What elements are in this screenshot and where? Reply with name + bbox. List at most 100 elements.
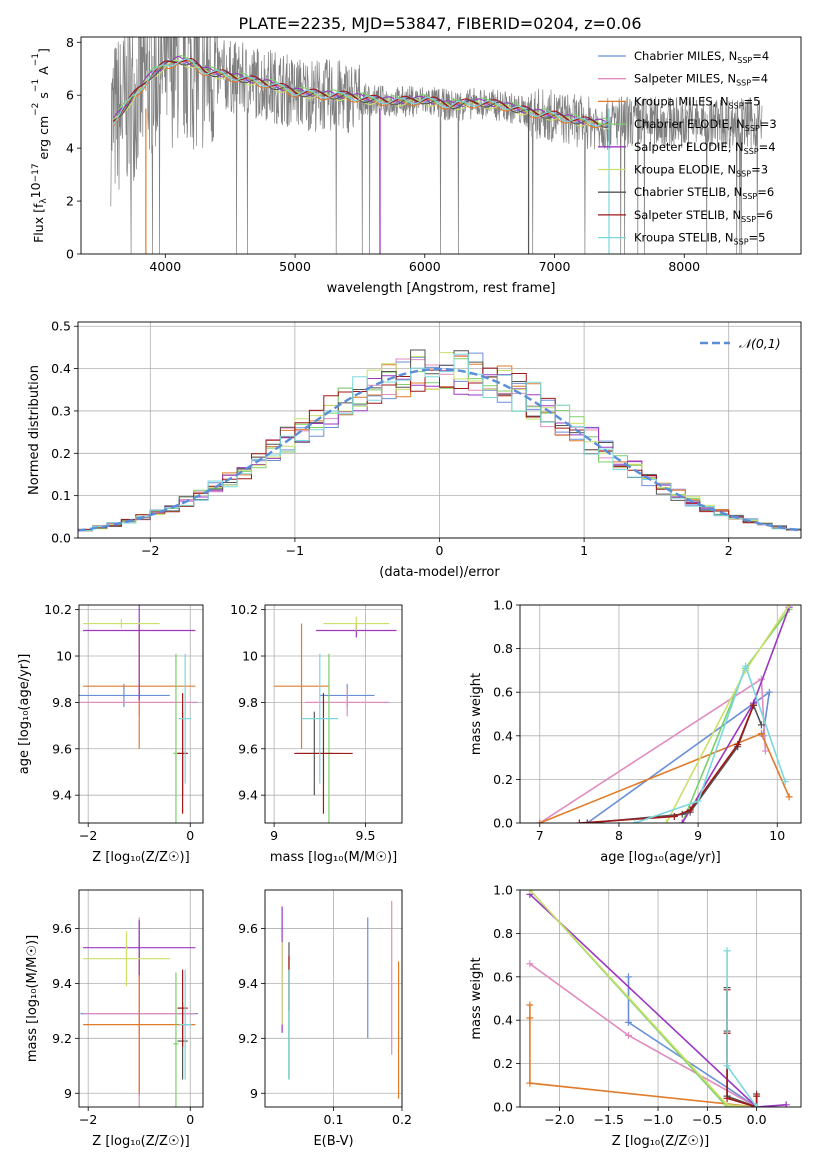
legend-nssp: =4: [752, 49, 769, 63]
plot-area: [79, 605, 198, 823]
y-tick-label: 0.4: [51, 361, 71, 376]
weight-marker: [734, 741, 742, 749]
y-tick-label: 4: [66, 141, 74, 156]
axes-frame: [80, 36, 802, 255]
weight-marker: [761, 747, 769, 755]
y-label-part: Flux [f: [31, 203, 46, 243]
plot-area: [78, 349, 801, 532]
weight-marker: [765, 688, 773, 696]
x-tick-label: 0: [186, 1112, 194, 1127]
x-tick-label: −0.5: [692, 1112, 722, 1127]
y-axis-label: mass [log₁₀(M/M☉)]: [25, 935, 40, 1062]
y-tick-label: 9: [64, 1086, 72, 1101]
weight-marker: [782, 1101, 790, 1107]
weight-marker: [536, 819, 544, 823]
x-tick-label: −1.0: [643, 1112, 673, 1127]
x-tick-label: 0: [436, 543, 444, 558]
y-tick-label: 8: [66, 35, 74, 50]
axes-frame: [78, 604, 204, 824]
x-axis-label: (data-model)/error: [379, 565, 500, 580]
legend-nssp: =6: [756, 208, 773, 222]
x-tick-label: 10: [769, 828, 785, 843]
weight-marker: [686, 806, 694, 814]
weight-series-3: [539, 732, 790, 823]
y-axis-label: Flux [fλ10−17 erg cm−2 s−1 A−1]: [28, 48, 51, 243]
x-tick-label: 0.0: [747, 1112, 767, 1127]
x-tick-label: −1: [286, 543, 304, 558]
weight-marker: [575, 819, 583, 823]
legend-subscript: SSP: [745, 124, 760, 133]
y-tick-label: 9.2: [52, 1031, 72, 1046]
y-label-part: λ: [39, 198, 49, 204]
legend-nssp: =5: [749, 231, 766, 245]
weight-marker: [694, 797, 702, 805]
plot-area: [526, 890, 790, 1107]
y-tick-label: 10.2: [230, 602, 258, 617]
x-axis-label: age [log₁₀(age/yr)]: [600, 850, 721, 865]
weight-marker: [662, 819, 670, 823]
legend-nssp: =5: [744, 94, 761, 108]
y-tick-label: 0.0: [493, 816, 513, 831]
y-tick-label: 0.6: [493, 969, 513, 984]
x-tick-label: 0.1: [324, 1112, 344, 1127]
y-tick-label: 9: [250, 1086, 258, 1101]
weight-marker: [583, 819, 591, 823]
legend: Chabrier MILES, N SSP =4 Salpeter MILES, N S…: [598, 49, 777, 247]
y-tick-label: 0.1: [51, 488, 71, 503]
chart-panel-1: 4000 5000 6000 7000 8000 0 2 4 6 8 wavelength [Ang…: [28, 35, 802, 296]
x-tick-label: 6000: [409, 259, 441, 274]
weight-marker: [624, 1031, 632, 1039]
weight-marker: [757, 730, 765, 738]
legend-label: Kroupa MILES, NSSP=5: [634, 94, 760, 110]
y-label-part: −1: [31, 79, 41, 92]
y-tick-label: 9.6: [52, 741, 72, 756]
y-tick-label: 9.4: [238, 976, 258, 991]
weight-marker: [631, 819, 639, 823]
weight-marker: [526, 890, 534, 894]
weight-marker: [526, 960, 534, 968]
weight-series-1: [586, 690, 771, 823]
weight-marker: [526, 1079, 534, 1087]
legend-name: Salpeter ELODIE, N: [634, 140, 744, 154]
x-tick-label: 5000: [279, 259, 311, 274]
y-tick-label: 2: [66, 194, 74, 209]
chart-panel-4: 9 9.5 9.4 9.6 9.8 10 10.2 mass [log₁₀(M/M☉)]: [230, 602, 403, 865]
x-tick-label: 8000: [668, 259, 700, 274]
x-axis-label: Z [log₁₀(Z/Z☉)]: [612, 1134, 709, 1149]
weight-series-5: [529, 893, 787, 1107]
observed-spectrum: [110, 37, 763, 254]
y-tick-label: 0.3: [51, 403, 71, 418]
axes-frame: [519, 604, 802, 824]
legend-subscript: SSP: [742, 192, 757, 201]
weight-series-7: [587, 703, 763, 823]
x-tick-label: 4000: [149, 259, 181, 274]
legend-label: Kroupa ELODIE, NSSP=3: [634, 163, 768, 179]
y-tick-label: 10: [56, 649, 72, 664]
x-axis-label: Z [log₁₀(Z/Z☉)]: [92, 850, 189, 865]
y-tick-label: 9.8: [52, 695, 72, 710]
legend-label: Salpeter ELODIE, NSSP=4: [634, 140, 776, 156]
plot-area: [110, 37, 763, 254]
x-tick-label: 2: [725, 543, 733, 558]
x-axis-label: mass [log₁₀(M/M☉)]: [270, 850, 397, 865]
legend-name: Salpeter MILES, N: [634, 72, 736, 86]
legend-label: 𝒩(0,1): [739, 336, 781, 351]
x-tick-label: −2: [141, 543, 159, 558]
weight-marker: [723, 1094, 731, 1102]
weight-series-3: [529, 1005, 757, 1107]
y-tick-label: 0: [66, 247, 74, 262]
plot-area: [80, 917, 198, 1107]
weight-marker: [753, 1103, 761, 1107]
y-tick-label: 10: [242, 649, 258, 664]
y-tick-label: 0.2: [51, 446, 71, 461]
legend-nssp: =3: [760, 117, 777, 131]
figure-title: PLATE=2235, MJD=53847, FIBERID=0204, z=0…: [238, 14, 641, 33]
legend-nssp: =4: [759, 140, 776, 154]
legend-name: Kroupa ELODIE, N: [634, 163, 736, 177]
x-tick-label: 0.2: [392, 1112, 412, 1127]
legend-name: Chabrier MILES, N: [634, 49, 737, 63]
histogram-series-9: [78, 353, 801, 531]
legend-name: Chabrier ELODIE, N: [634, 117, 745, 131]
chart-panel-3: −2 0 9.4 9.6 9.8 10 10.2 Z [log₁₀(Z/Z☉)] age [lo…: [17, 602, 204, 865]
